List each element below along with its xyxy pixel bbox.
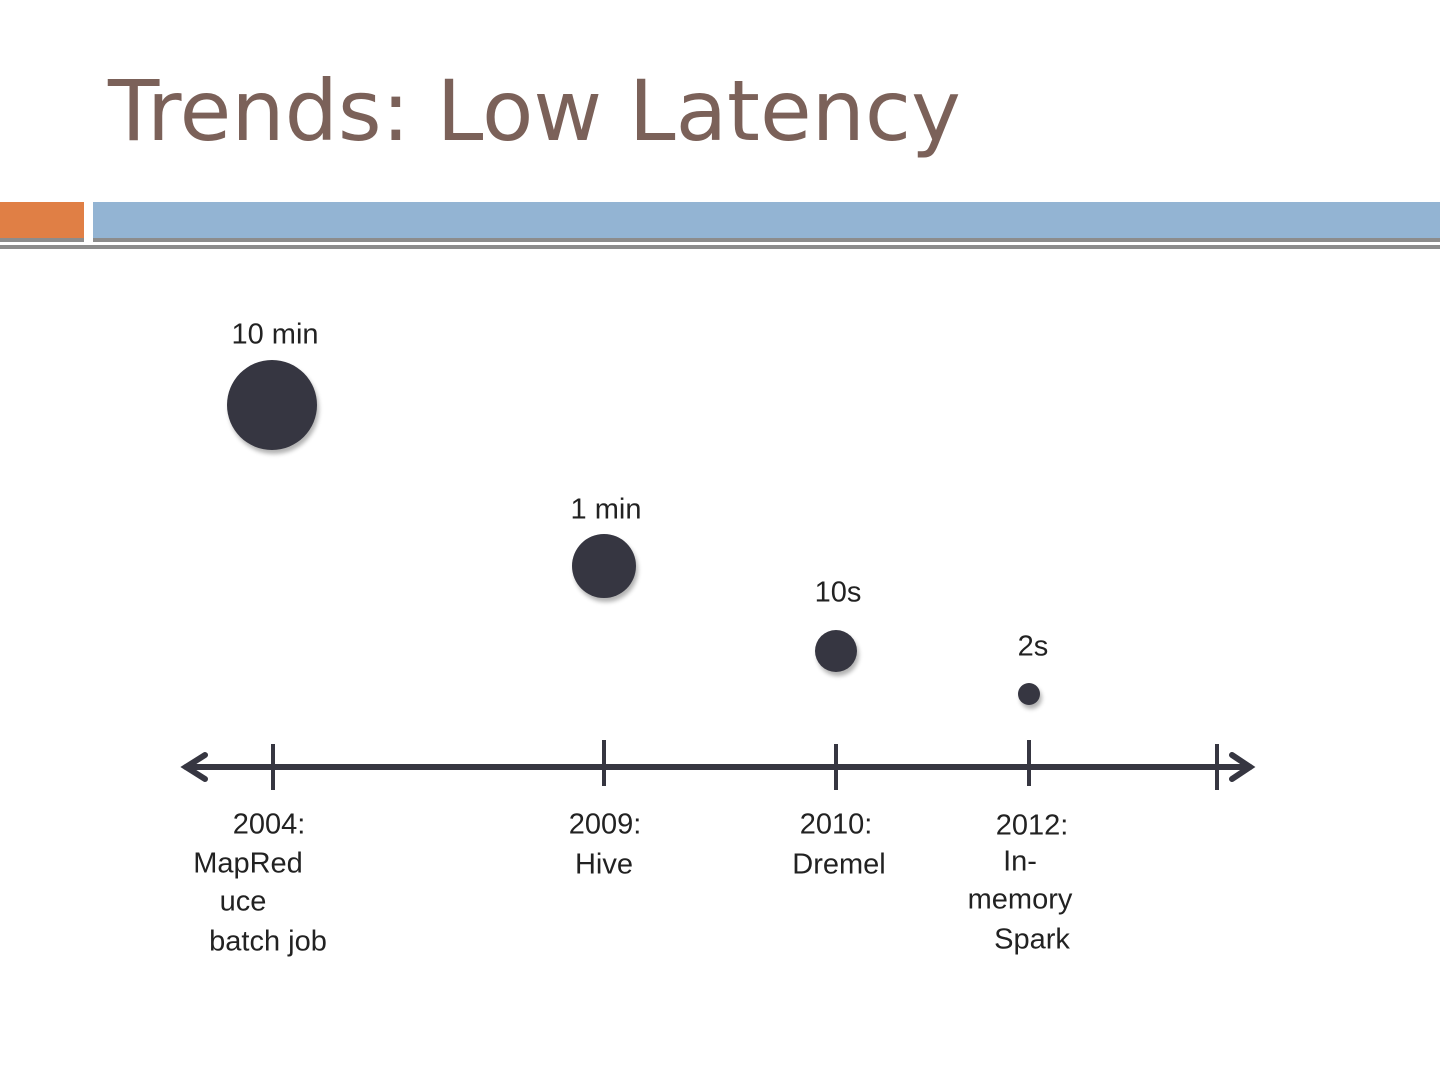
- event-label-line: batch job: [209, 925, 327, 958]
- latency-marker-2004: [227, 360, 317, 450]
- latency-marker-2009: [572, 534, 636, 598]
- event-label-line: 2009:: [568, 808, 642, 841]
- latency-label: 10s: [814, 576, 862, 609]
- divider: [0, 238, 84, 242]
- divider: [0, 245, 1440, 249]
- event-label-line: Dremel: [792, 848, 886, 881]
- event-label-line: 2010:: [799, 808, 873, 841]
- event-label-line: Hive: [574, 848, 634, 881]
- latency-label: 2s: [1017, 630, 1049, 663]
- arrow-left-icon: [180, 752, 208, 782]
- latency-marker-2012: [1018, 683, 1040, 705]
- event-label-line: 2004:: [232, 808, 306, 841]
- accent-bar-blue: [93, 202, 1440, 238]
- latency-marker-2010: [815, 630, 857, 672]
- arrow-right-icon: [1229, 752, 1256, 782]
- accent-bar-orange: [0, 202, 84, 238]
- event-label-line: Spark: [994, 923, 1070, 956]
- slide-title: Trends: Low Latency: [108, 62, 961, 160]
- event-label-line: uce: [219, 885, 267, 918]
- divider: [93, 238, 1440, 242]
- event-label-line: memory: [967, 883, 1073, 916]
- latency-label: 10 min: [231, 318, 319, 351]
- event-label-line: MapRed: [193, 847, 303, 880]
- latency-label: 1 min: [570, 493, 642, 526]
- event-label-line: 2012:: [995, 809, 1069, 842]
- event-label-line: In-: [1003, 845, 1037, 878]
